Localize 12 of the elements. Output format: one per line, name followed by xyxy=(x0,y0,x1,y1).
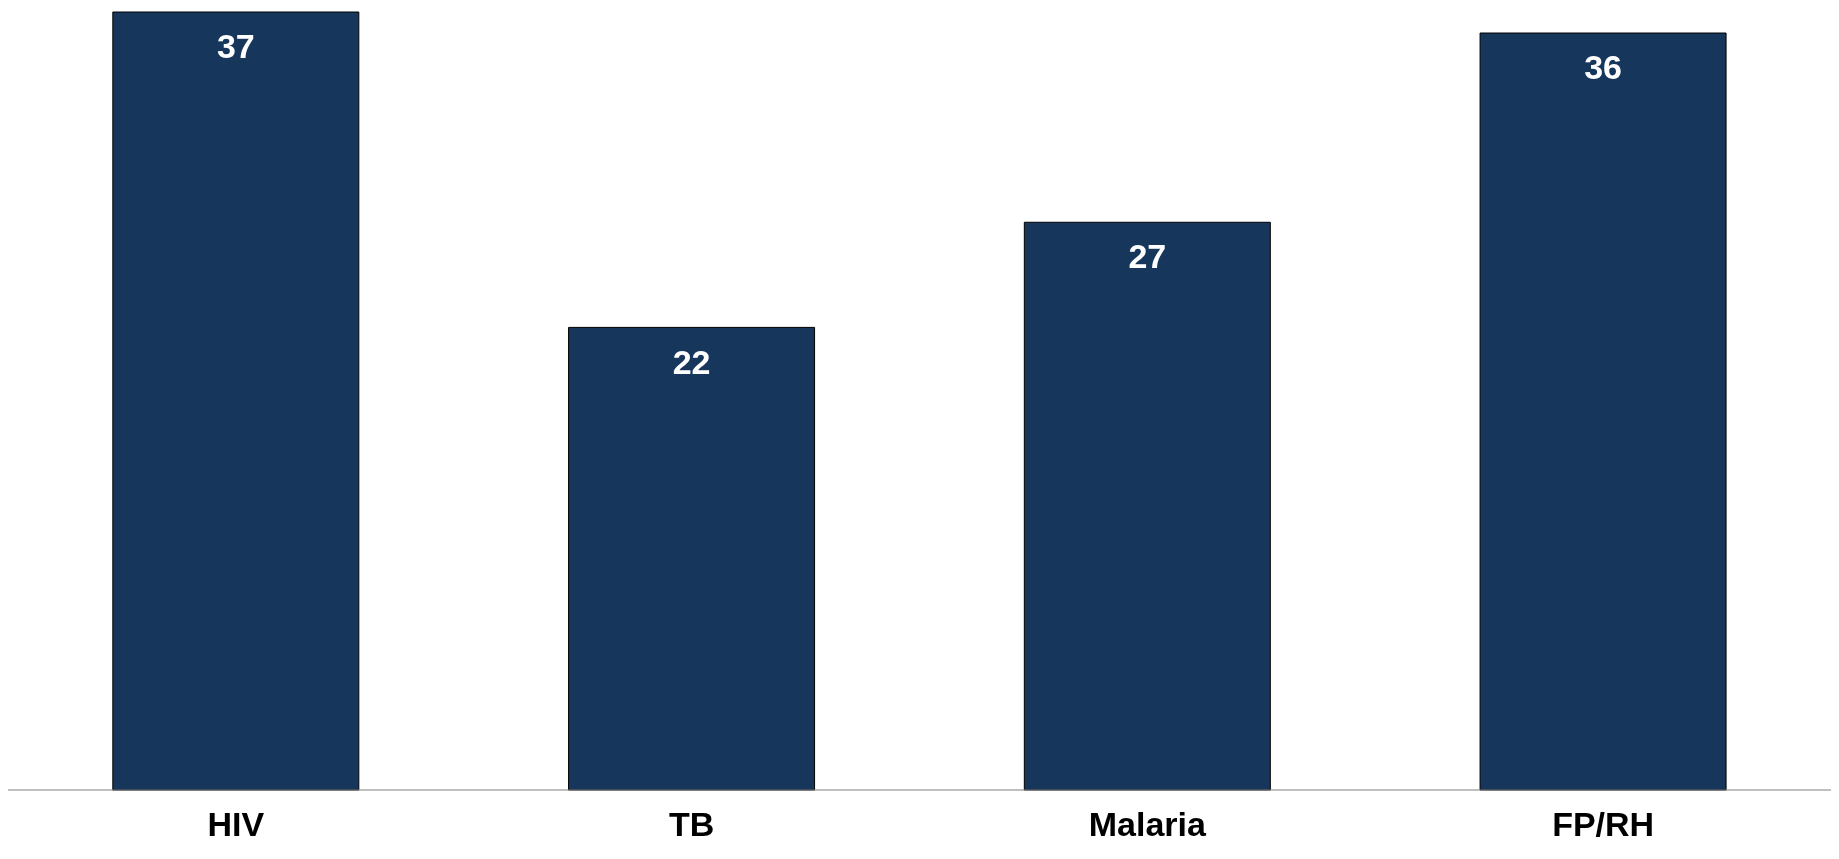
x-tick-label: TB xyxy=(668,805,715,844)
bar xyxy=(112,11,360,791)
x-tick-label: HIV xyxy=(207,805,265,844)
bar xyxy=(1479,32,1727,791)
data-label: 22 xyxy=(672,342,711,381)
data-label: 36 xyxy=(1584,48,1622,87)
bar xyxy=(568,326,816,791)
x-tick-label: FP/RH xyxy=(1552,805,1655,844)
data-label: 37 xyxy=(216,27,255,66)
x-tick-label: Malaria xyxy=(1088,805,1208,844)
bar xyxy=(1023,221,1271,791)
data-label: 27 xyxy=(1128,237,1167,276)
